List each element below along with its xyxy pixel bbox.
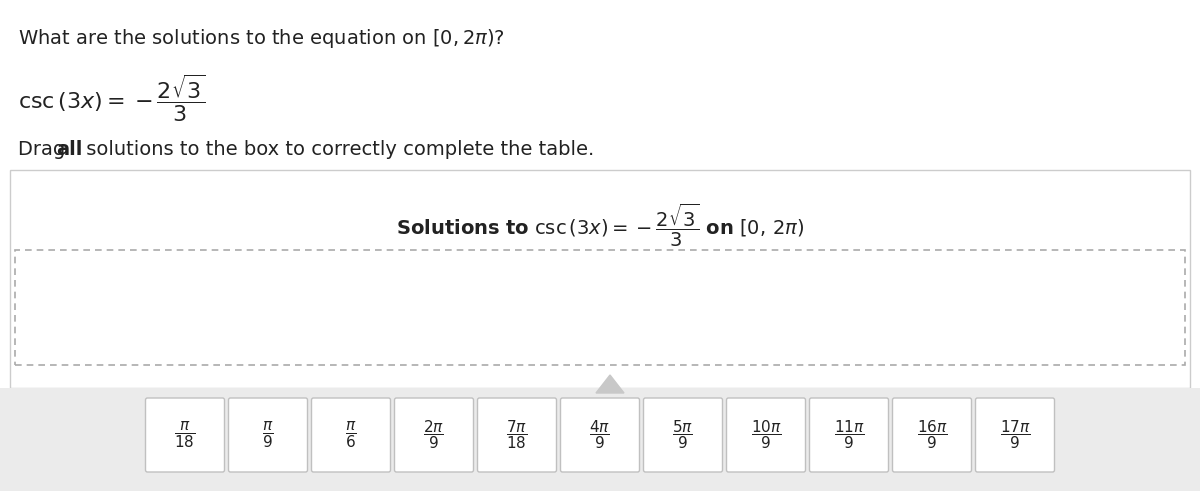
Text: solutions to the box to correctly complete the table.: solutions to the box to correctly comple… — [80, 139, 594, 159]
FancyBboxPatch shape — [643, 398, 722, 472]
FancyBboxPatch shape — [893, 398, 972, 472]
Text: $\dfrac{17\pi}{9}$: $\dfrac{17\pi}{9}$ — [1000, 419, 1031, 451]
Text: $\dfrac{\pi}{6}$: $\dfrac{\pi}{6}$ — [346, 420, 356, 450]
FancyBboxPatch shape — [145, 398, 224, 472]
FancyBboxPatch shape — [10, 170, 1190, 388]
Text: $\dfrac{5\pi}{9}$: $\dfrac{5\pi}{9}$ — [672, 419, 694, 451]
FancyBboxPatch shape — [726, 398, 805, 472]
Text: $\dfrac{7\pi}{18}$: $\dfrac{7\pi}{18}$ — [506, 419, 528, 451]
FancyBboxPatch shape — [0, 388, 1200, 491]
Text: $\dfrac{11\pi}{9}$: $\dfrac{11\pi}{9}$ — [834, 419, 864, 451]
FancyBboxPatch shape — [14, 250, 1186, 365]
FancyBboxPatch shape — [560, 398, 640, 472]
Text: $\dfrac{\pi}{9}$: $\dfrac{\pi}{9}$ — [262, 420, 274, 450]
Text: $\mathrm{csc}\,(3x) = -\dfrac{2\sqrt{3}}{3}$: $\mathrm{csc}\,(3x) = -\dfrac{2\sqrt{3}}… — [18, 72, 205, 124]
Text: all: all — [56, 139, 83, 159]
Text: $\dfrac{4\pi}{9}$: $\dfrac{4\pi}{9}$ — [589, 419, 611, 451]
FancyBboxPatch shape — [810, 398, 888, 472]
Text: $\dfrac{\pi}{18}$: $\dfrac{\pi}{18}$ — [174, 420, 196, 450]
Text: $\mathbf{Solutions\ to}$ $\mathrm{csc}\,(3x) = -\dfrac{2\sqrt{3}}{3}$ $\mathbf{o: $\mathbf{Solutions\ to}$ $\mathrm{csc}\,… — [396, 201, 804, 248]
Polygon shape — [596, 375, 624, 393]
FancyBboxPatch shape — [478, 398, 557, 472]
FancyBboxPatch shape — [395, 398, 474, 472]
FancyBboxPatch shape — [976, 398, 1055, 472]
FancyBboxPatch shape — [0, 0, 1200, 170]
FancyBboxPatch shape — [228, 398, 307, 472]
Text: What are the solutions to the equation on $[0, 2\pi)$?: What are the solutions to the equation o… — [18, 27, 505, 50]
Text: $\dfrac{16\pi}{9}$: $\dfrac{16\pi}{9}$ — [917, 419, 947, 451]
Text: $\dfrac{2\pi}{9}$: $\dfrac{2\pi}{9}$ — [424, 419, 444, 451]
Text: $\dfrac{10\pi}{9}$: $\dfrac{10\pi}{9}$ — [751, 419, 781, 451]
FancyBboxPatch shape — [312, 398, 390, 472]
Text: Drag: Drag — [18, 139, 72, 159]
